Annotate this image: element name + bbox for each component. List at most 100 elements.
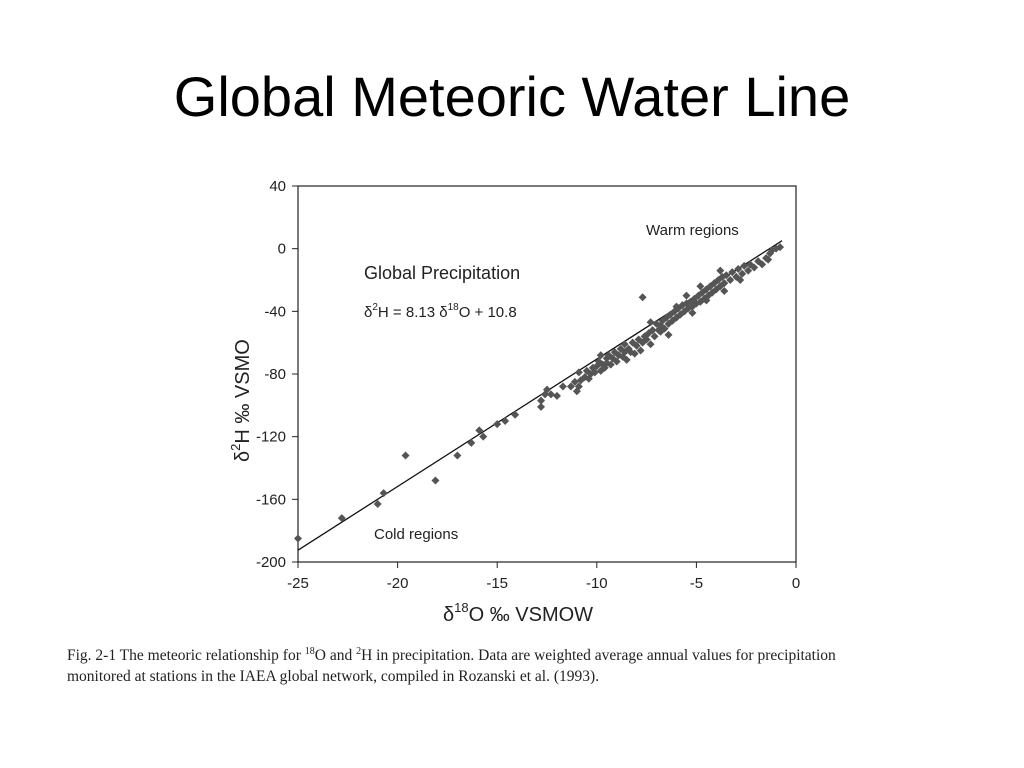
data-point <box>750 263 759 272</box>
caption-iso1-element: O and <box>314 647 357 664</box>
y-tick-label: 40 <box>269 178 286 195</box>
annotation-equation: δ2H = 8.13 δ18O + 10.8 <box>364 302 517 321</box>
data-point <box>493 420 502 429</box>
data-point <box>744 266 753 275</box>
x-tick-label: -20 <box>387 575 409 592</box>
data-point <box>650 332 659 341</box>
data-point <box>612 357 621 366</box>
data-point <box>453 451 462 460</box>
data-point <box>758 260 767 269</box>
eq-part-1: H = 8.13 <box>378 304 439 321</box>
caption-line-2: monitored at stations in the IAEA global… <box>67 668 600 685</box>
data-point <box>738 269 747 278</box>
data-point <box>537 396 546 405</box>
data-point <box>537 402 546 411</box>
data-point <box>543 385 551 394</box>
y-tick-label: 0 <box>278 241 286 258</box>
data-point <box>664 330 673 339</box>
data-point <box>672 302 681 311</box>
data-point <box>606 360 615 369</box>
data-point <box>475 426 484 435</box>
caption-iso1-mass: 18 <box>304 645 315 657</box>
data-point <box>632 341 641 350</box>
data-point <box>636 346 645 355</box>
data-point <box>511 410 520 419</box>
y-axis-rest: H ‰ VSMO <box>232 339 254 443</box>
plot-frame <box>297 185 797 563</box>
y-axis-mass: 2 <box>228 444 243 451</box>
data-point <box>682 291 691 300</box>
data-point <box>622 355 631 364</box>
data-point <box>379 489 388 498</box>
slide-title: Global Meteoric Water Line <box>173 65 851 128</box>
y-tick-label: -80 <box>264 366 286 383</box>
data-point <box>736 276 745 284</box>
x-axis-title: δ18O ‰ VSMOW <box>443 600 593 626</box>
data-point <box>630 349 639 358</box>
annotation-cold-regions: Cold regions <box>374 526 458 543</box>
caption-prefix: Fig. 2-1 The meteoric relationship for <box>67 647 305 664</box>
data-point <box>373 500 382 509</box>
caption-iso2-element: H in precipitation. Data are weighted av… <box>361 647 836 664</box>
data-point <box>401 451 410 460</box>
data-point <box>646 340 655 349</box>
data-point <box>574 382 583 391</box>
data-point <box>431 476 440 485</box>
y-tick-label: -160 <box>256 491 286 508</box>
data-point <box>566 382 575 391</box>
annotation-warm-regions: Warm regions <box>646 222 739 239</box>
eq-delta-2: δ <box>439 304 447 321</box>
caption-iso2-mass: 2 <box>356 645 362 657</box>
figure-caption: Fig. 2-1 The meteoric relationship for 1… <box>67 645 967 687</box>
data-point <box>728 268 737 277</box>
data-point <box>702 296 711 305</box>
data-point <box>716 266 725 275</box>
y-axis-delta: δ <box>232 451 254 462</box>
scatter-chart: -25 -20 -15 -10 -5 0 -200 -160 -120 -80 -40 0 40 War… <box>228 178 800 626</box>
data-point <box>696 282 705 291</box>
data-point <box>467 438 476 447</box>
x-tick-label: -15 <box>486 575 508 592</box>
data-point <box>646 318 655 327</box>
data-point <box>570 377 579 386</box>
data-point <box>558 382 567 391</box>
data-point <box>722 271 731 280</box>
y-tick-label: -120 <box>256 429 286 446</box>
data-point <box>740 261 749 270</box>
y-axis-title: δ2H ‰ VSMO <box>228 339 254 462</box>
data-point <box>726 276 735 284</box>
x-tick-label: 0 <box>792 575 800 592</box>
y-tick-label: -40 <box>264 303 286 320</box>
data-point <box>574 368 583 377</box>
data-point <box>596 351 605 360</box>
axis-ticks: -25 -20 -15 -10 -5 0 -200 -160 -120 -80 -40 0 40 <box>256 178 800 592</box>
data-point <box>590 368 599 377</box>
y-tick-label: -200 <box>256 554 286 571</box>
x-axis-delta: δ <box>443 604 454 626</box>
data-point <box>764 255 773 264</box>
data-point <box>656 327 665 336</box>
data-point <box>720 286 729 295</box>
data-point <box>479 432 488 441</box>
data-point <box>552 391 561 400</box>
eq-mass-2: 18 <box>448 302 460 313</box>
x-tick-label: -10 <box>586 575 608 592</box>
data-point <box>620 340 629 349</box>
data-point <box>776 243 785 252</box>
data-point <box>294 534 302 543</box>
x-tick-label: -5 <box>690 575 703 592</box>
eq-mass-1: 2 <box>372 302 378 313</box>
data-point <box>720 279 729 288</box>
data-point <box>501 417 510 425</box>
data-point <box>638 293 647 302</box>
data-point <box>648 326 657 335</box>
eq-delta-1: δ <box>364 304 372 321</box>
data-point <box>734 265 743 274</box>
annotation-global-precipitation: Global Precipitation <box>364 263 520 283</box>
data-points <box>294 243 785 543</box>
data-point <box>688 308 697 317</box>
eq-part-2: O + 10.8 <box>459 304 517 321</box>
data-point <box>546 390 555 399</box>
data-point <box>337 514 346 523</box>
x-tick-label: -25 <box>287 575 309 592</box>
